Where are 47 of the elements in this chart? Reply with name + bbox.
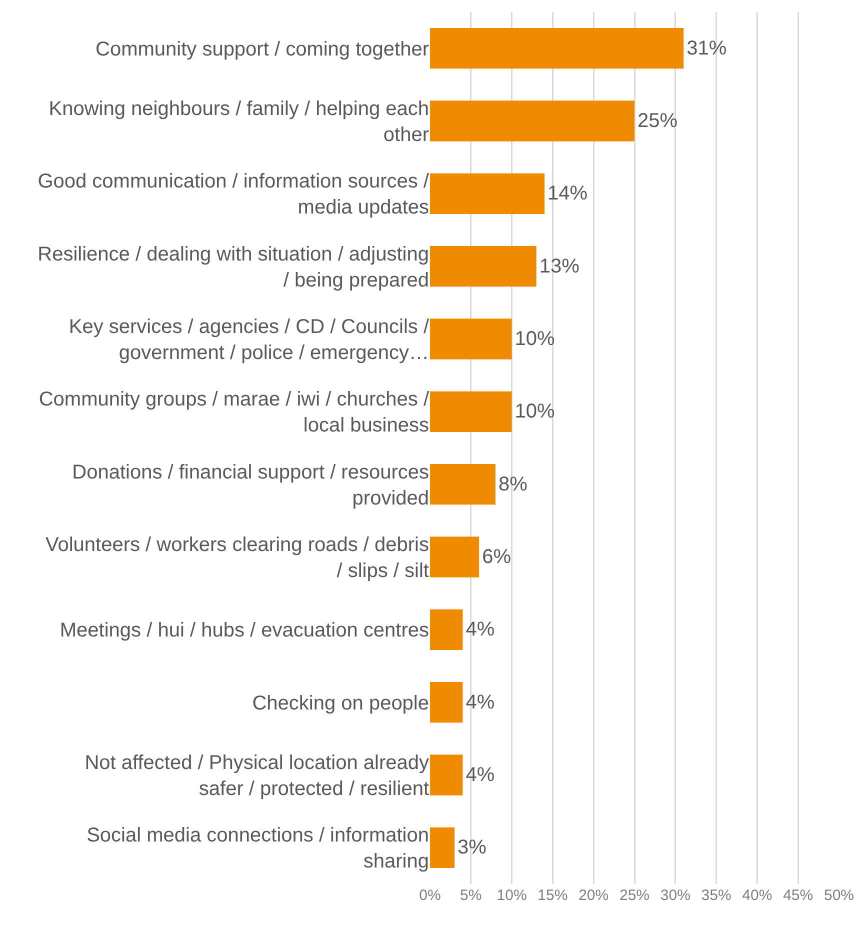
data-label: 14% xyxy=(548,182,588,205)
bar xyxy=(430,28,684,69)
x-tick-label: 0% xyxy=(419,887,441,904)
data-label: 8% xyxy=(498,473,528,496)
x-tick-label: 35% xyxy=(701,887,732,904)
bar xyxy=(430,536,480,578)
bar xyxy=(430,827,455,868)
data-label: 3% xyxy=(458,836,487,859)
y-tick-label: Donations / financial support / resources provided xyxy=(72,461,429,510)
y-tick-label: Not affected / Physical location already safer / protected / resilient xyxy=(84,752,430,800)
bar xyxy=(430,464,496,505)
x-tick-label: 45% xyxy=(783,887,814,904)
data-label: 10% xyxy=(514,328,556,350)
data-label: 10% xyxy=(514,400,556,423)
data-label: 25% xyxy=(638,110,678,132)
bar xyxy=(430,682,463,723)
bar xyxy=(430,391,512,432)
data-label: 4% xyxy=(466,691,495,714)
bar xyxy=(430,609,463,650)
data-label: 4% xyxy=(466,618,495,641)
bar xyxy=(430,100,634,142)
data-label: 6% xyxy=(482,546,512,568)
y-tick-label: Community groups / marae / iwi / churches / local business xyxy=(38,388,430,437)
x-tick-label: 40% xyxy=(742,887,772,904)
bar xyxy=(430,246,536,287)
y-tick-label: Community support / coming together xyxy=(96,38,430,60)
bar xyxy=(430,173,545,214)
y-tick-label: Good communication / information sources / media updates xyxy=(38,170,430,219)
bar xyxy=(430,754,463,796)
y-tick-label: Social media connections / information sharing xyxy=(86,824,429,873)
bar xyxy=(430,318,512,360)
x-tick-label: 20% xyxy=(578,887,609,904)
data-label: 4% xyxy=(466,764,495,786)
y-tick-label: Checking on people xyxy=(252,692,429,714)
x-tick-label: 30% xyxy=(660,887,690,904)
data-label: 13% xyxy=(539,255,580,278)
x-tick-label: 10% xyxy=(496,887,527,904)
data-label: 31% xyxy=(686,37,727,60)
x-tick-label: 50% xyxy=(824,887,854,904)
x-tick-label: 25% xyxy=(619,887,650,904)
y-tick-label: Meetings / hui / hubs / evacuation centres xyxy=(60,620,429,642)
y-tick-label: Volunteers / workers clearing roads / debris / slips / silt xyxy=(45,534,430,582)
y-tick-label: Resilience / dealing with situation / adjusting / being prepared xyxy=(38,243,429,292)
x-tick-label: 15% xyxy=(538,887,568,904)
y-tick-label: Key services / agencies / CD / Councils / government / police / emergency… xyxy=(68,316,430,364)
y-tick-label: Knowing neighbours / family / helping each other xyxy=(48,98,430,146)
x-tick-label: 5% xyxy=(460,887,482,904)
